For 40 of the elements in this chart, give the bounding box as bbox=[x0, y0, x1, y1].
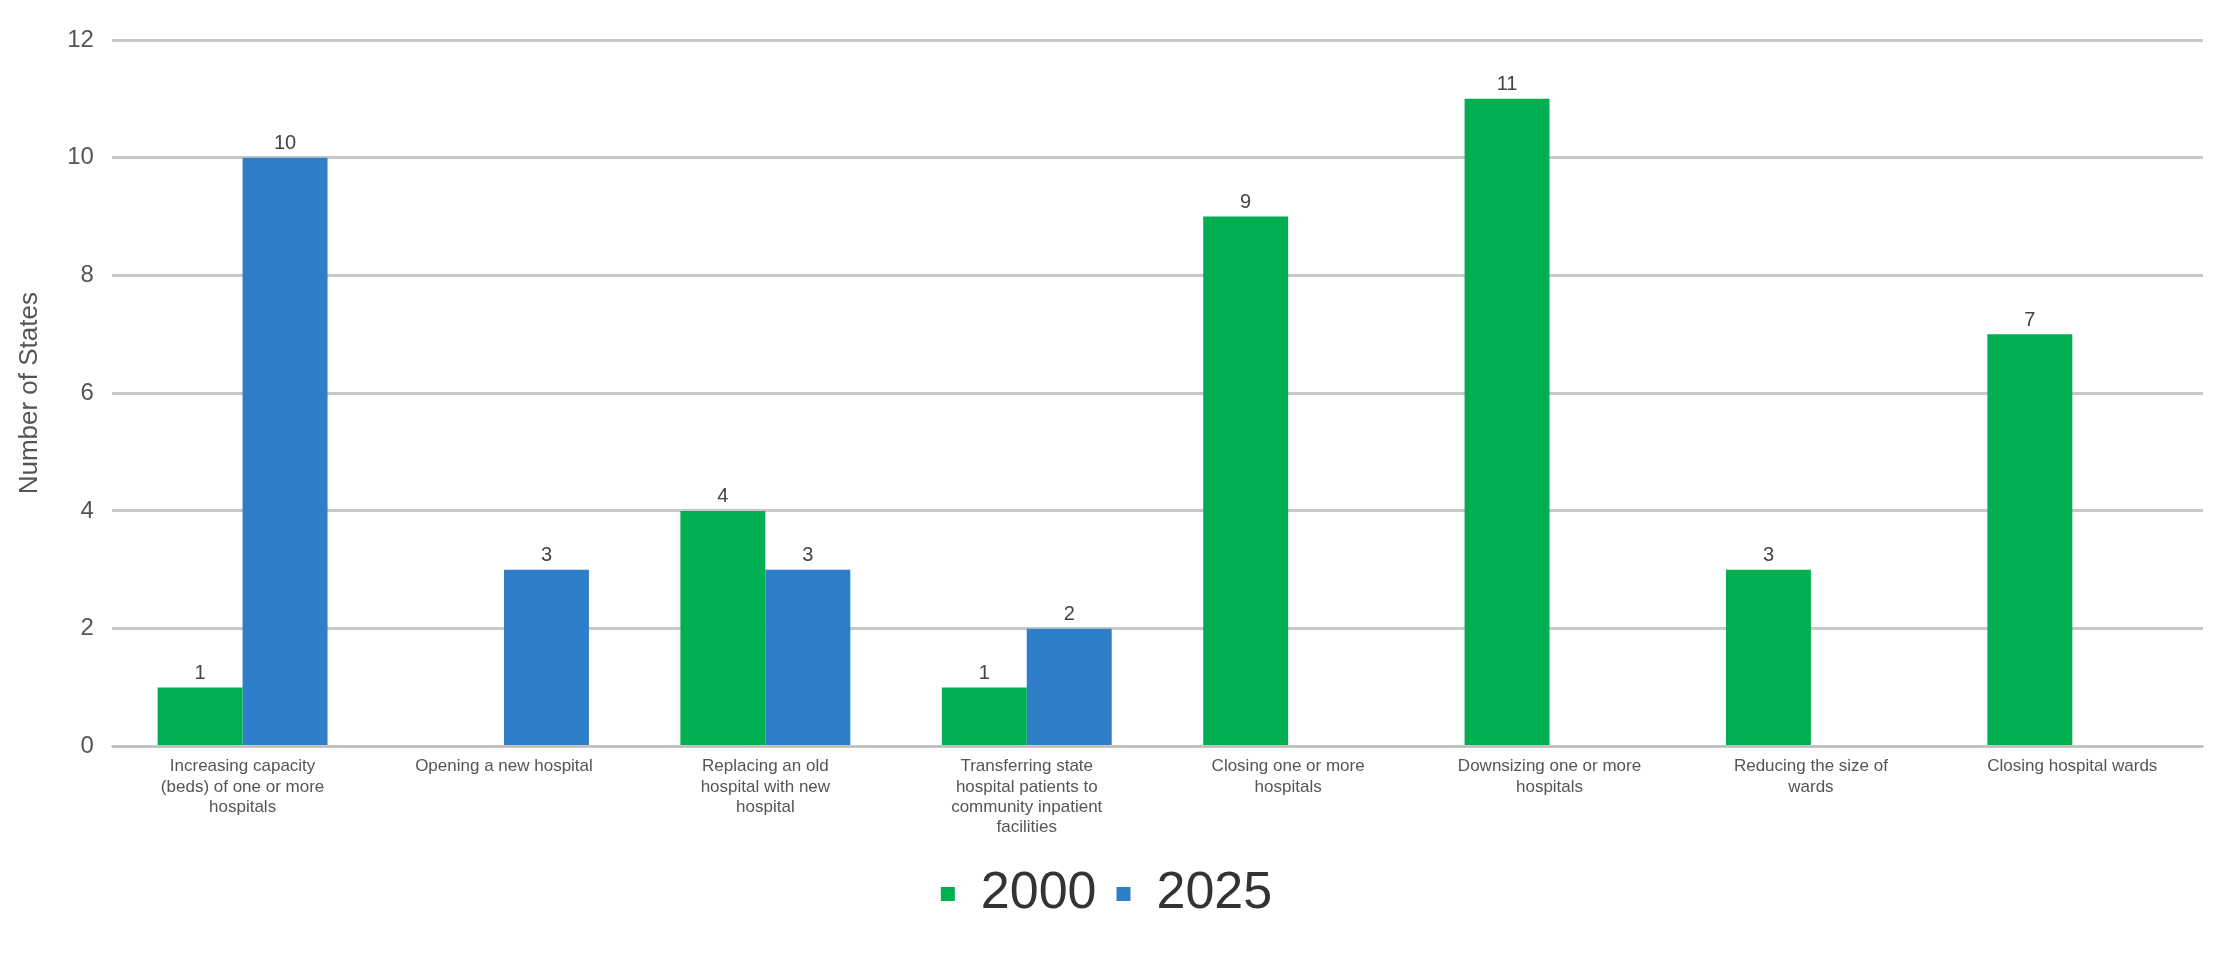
y-tick-label: 10 bbox=[67, 142, 94, 170]
data-label: 1 bbox=[978, 661, 990, 684]
data-label: 9 bbox=[1240, 190, 1252, 213]
x-tick-label: Opening a new hospital bbox=[415, 756, 593, 776]
bar bbox=[1203, 216, 1289, 745]
bar bbox=[765, 569, 851, 745]
x-tick-label: Increasing capacity (beds) of one or more hospitals bbox=[160, 756, 325, 817]
bar bbox=[1725, 569, 1811, 745]
data-label: 11 bbox=[1496, 72, 1518, 95]
y-tick-label: 2 bbox=[80, 613, 94, 641]
x-tick-label: Reducing the size of wards bbox=[1733, 756, 1889, 796]
data-label: 1 bbox=[194, 661, 206, 684]
data-label: 3 bbox=[540, 543, 553, 566]
bar bbox=[680, 510, 766, 745]
y-tick-label: 4 bbox=[80, 495, 94, 523]
y-tick-label: 6 bbox=[80, 377, 94, 405]
y-tick-label: 12 bbox=[67, 24, 94, 52]
legend-label: 2000 bbox=[980, 861, 1097, 920]
data-label: 2 bbox=[1063, 602, 1075, 625]
data-label: 4 bbox=[717, 484, 729, 507]
x-tick-label: Transferring state hospital patients to community inpatient facilities bbox=[951, 756, 1103, 837]
data-label: 7 bbox=[2024, 307, 2036, 330]
bar bbox=[157, 687, 243, 745]
x-tick-label: Replacing an old hospital with new hospital bbox=[700, 756, 831, 817]
y-tick-label: 8 bbox=[80, 260, 94, 288]
data-label: 3 bbox=[1762, 543, 1774, 566]
bar bbox=[1987, 334, 2073, 745]
bar bbox=[1026, 628, 1112, 745]
y-tick-label: 0 bbox=[80, 731, 94, 759]
bar bbox=[1464, 98, 1550, 745]
data-label: 3 bbox=[802, 543, 814, 566]
data-label: 10 bbox=[273, 131, 297, 154]
x-tick-label: Closing one or more hospitals bbox=[1211, 756, 1365, 796]
bar bbox=[503, 569, 589, 745]
bar bbox=[242, 157, 328, 745]
y-axis-title: Number of States bbox=[12, 292, 43, 495]
x-tick-label: Closing hospital wards bbox=[1987, 756, 2158, 776]
x-tick-label: Downsizing one or more hospitals bbox=[1457, 756, 1642, 796]
bar bbox=[941, 687, 1027, 745]
legend-label: 2025 bbox=[1156, 861, 1273, 920]
